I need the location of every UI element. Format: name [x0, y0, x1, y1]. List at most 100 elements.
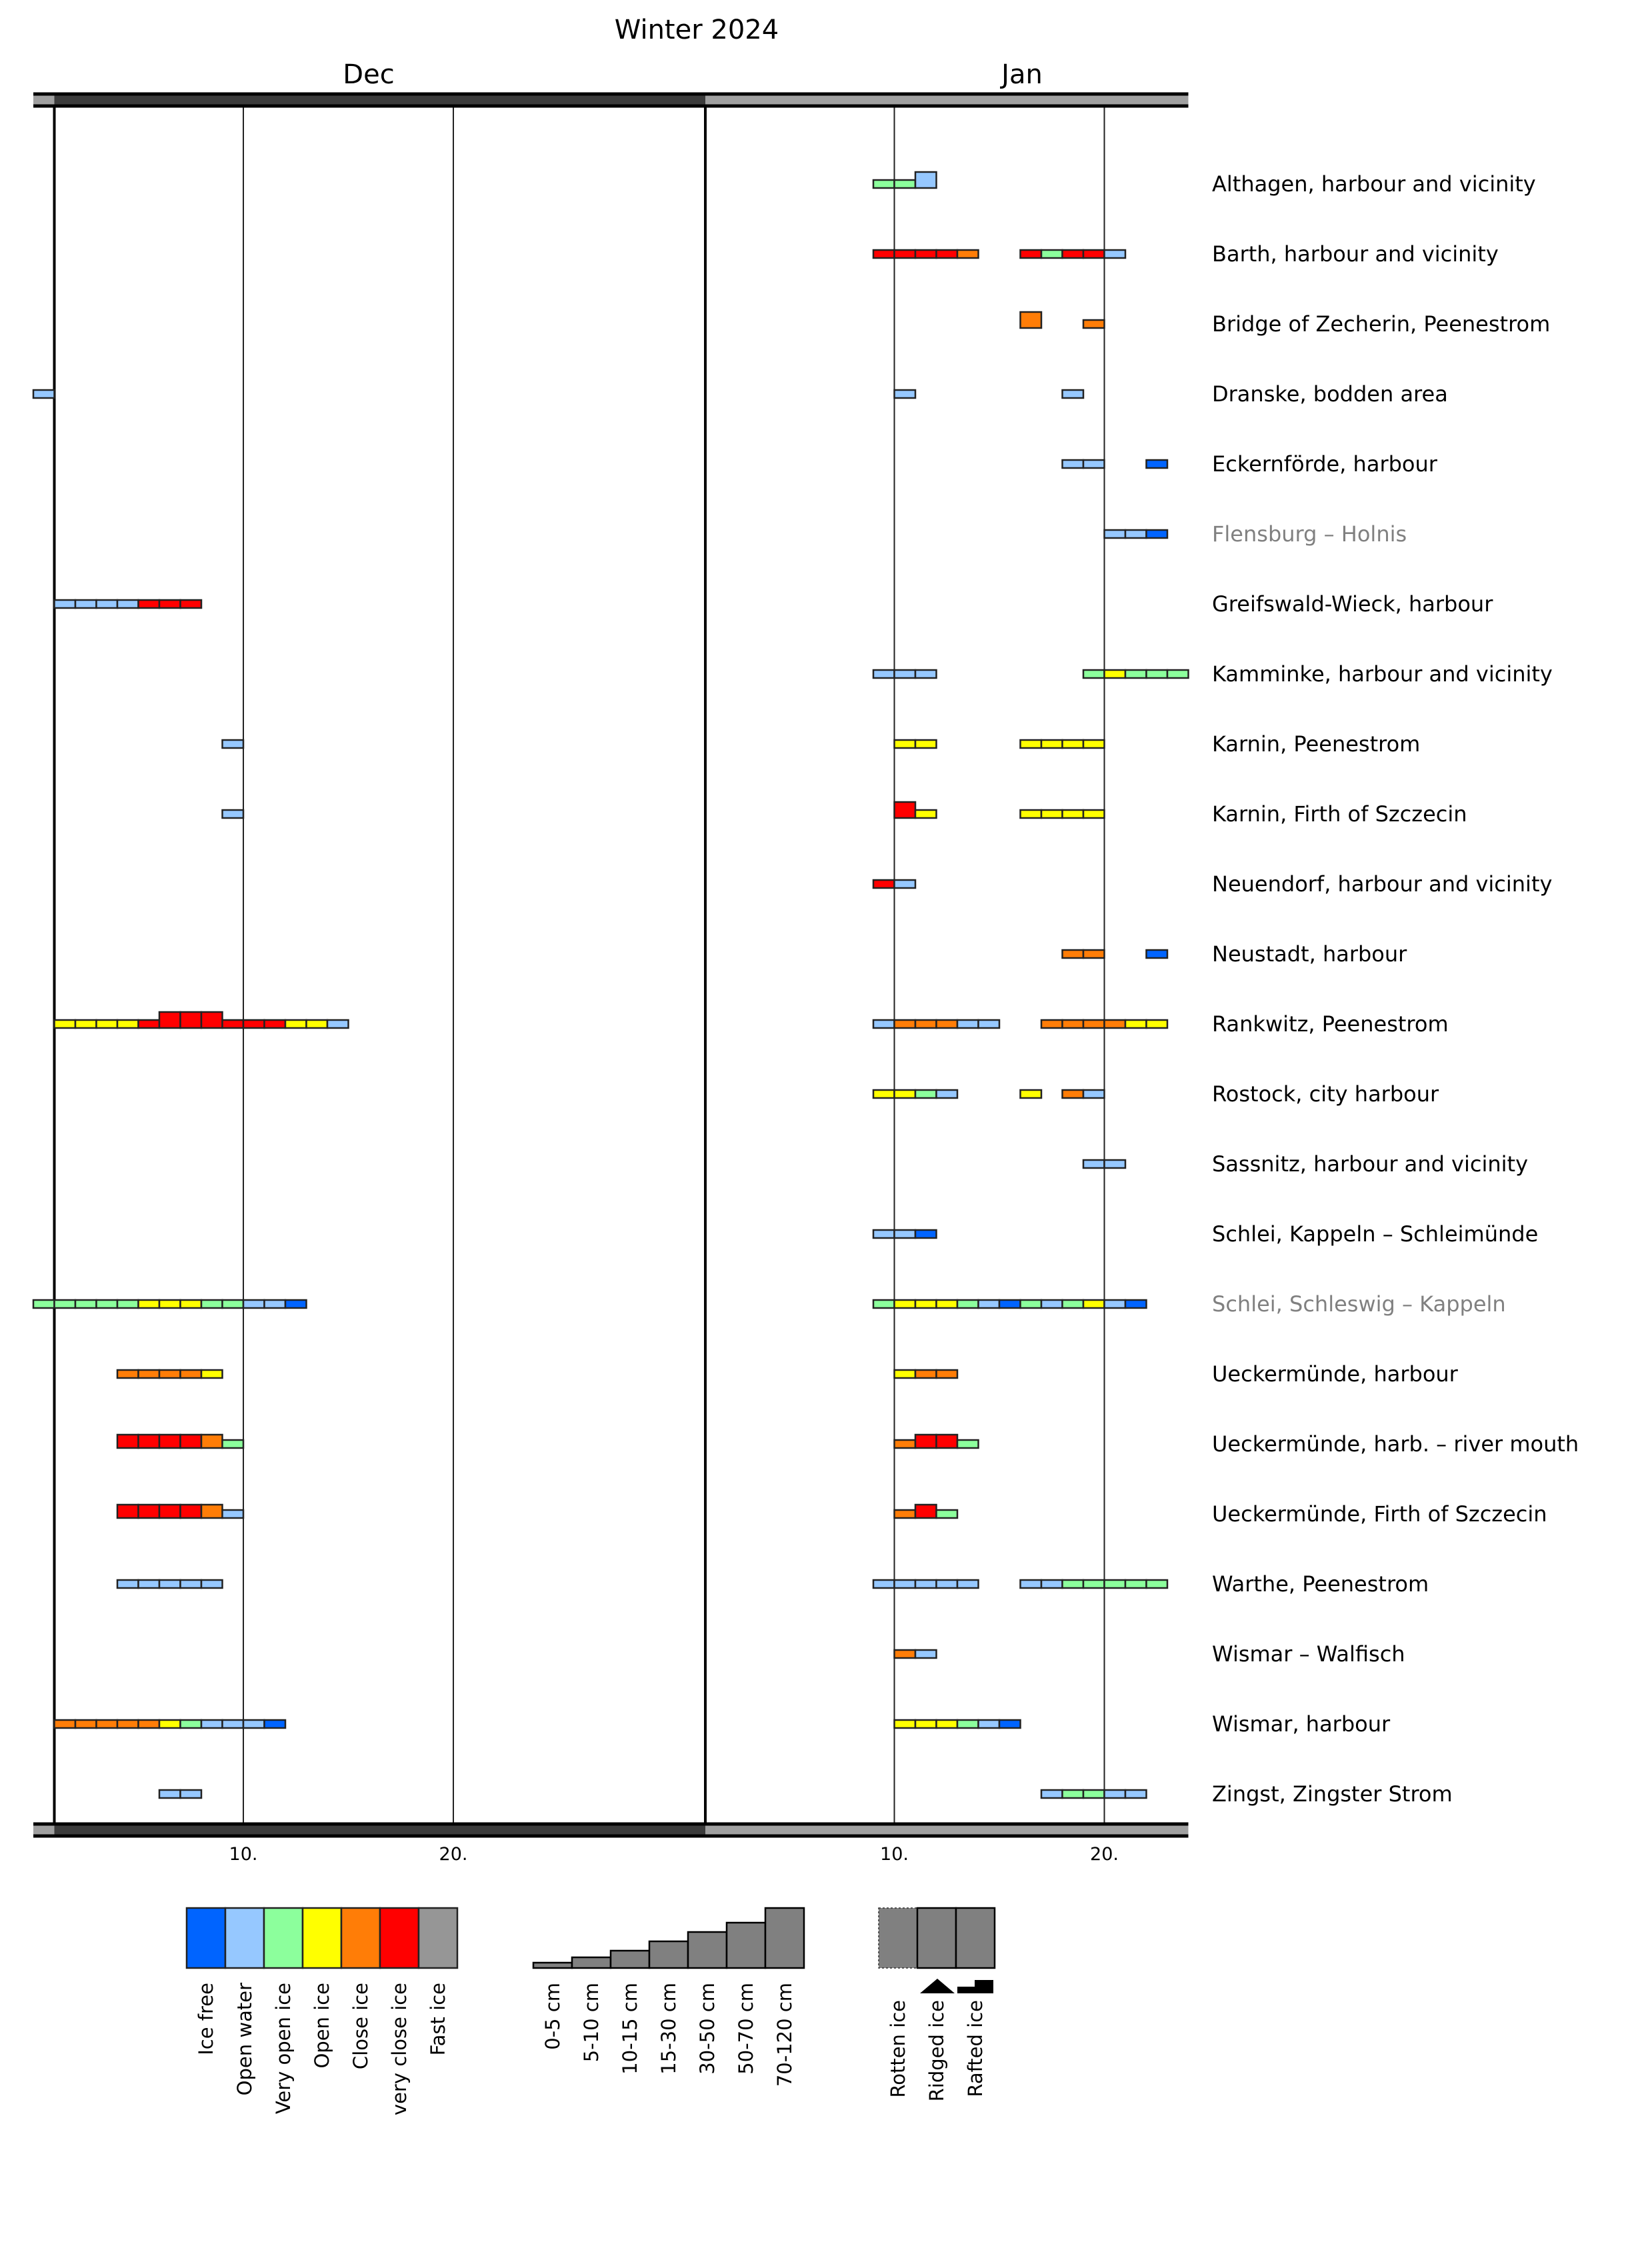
- ice-cell: [137, 1719, 161, 1729]
- ice-cell: [116, 1719, 139, 1729]
- ice-cell: [893, 1299, 917, 1309]
- ice-cell: [158, 599, 181, 609]
- ice-cell: [74, 1719, 97, 1729]
- top-band-dec: [54, 95, 705, 105]
- ice-cell: [242, 1719, 265, 1729]
- ice-cell: [914, 249, 937, 259]
- ice-cell: [179, 1433, 203, 1449]
- station-labels: Althagen, harbour and vicinity Barth, har…: [1212, 171, 1579, 1807]
- ice-cell: [935, 1509, 959, 1519]
- ice-cell: [1082, 1089, 1105, 1099]
- ice-cell: [893, 1229, 917, 1239]
- ice-cell: [893, 801, 917, 819]
- ice-cell: [158, 1719, 181, 1729]
- ice-cell: [95, 1719, 119, 1729]
- station-label: Barth, harbour and vicinity: [1212, 241, 1499, 267]
- ice-cell: [893, 1089, 917, 1099]
- legend-feature-box: [878, 1907, 918, 1969]
- ice-cell: [1019, 1299, 1043, 1309]
- ice-cell: [263, 1719, 287, 1729]
- ice-cell: [116, 1579, 139, 1589]
- ice-cell: [95, 1299, 119, 1309]
- legend-label: Very open ice: [272, 1983, 295, 2114]
- ice-cell: [284, 1019, 307, 1029]
- station-row: [872, 1229, 937, 1239]
- station-label: Bridge of Zecherin, Peenestrom: [1212, 311, 1550, 337]
- ice-cell: [1061, 809, 1085, 819]
- ice-cell: [221, 1509, 245, 1519]
- ice-cell: [1124, 529, 1147, 539]
- ice-cell: [1103, 529, 1127, 539]
- ice-cell: [1040, 1579, 1063, 1589]
- ice-cell: [53, 1719, 77, 1729]
- ice-cell: [1124, 1789, 1147, 1799]
- ice-cell: [1145, 949, 1169, 959]
- ice-cell: [1103, 1019, 1127, 1029]
- ice-cell: [893, 1509, 917, 1519]
- ice-cell: [935, 1433, 959, 1449]
- station-row: [116, 1503, 959, 1519]
- station-label: Kamminke, harbour and vicinity: [1212, 661, 1553, 687]
- ice-cell: [221, 1299, 245, 1309]
- ice-cell: [137, 1019, 161, 1029]
- ice-cell: [1082, 1579, 1105, 1589]
- ice-cell: [914, 1649, 937, 1659]
- ice-cell: [221, 1719, 245, 1729]
- legend-label: 5-10 cm: [580, 1983, 603, 2062]
- ice-cell: [914, 1299, 937, 1309]
- legend-label: 10-15 cm: [619, 1983, 641, 2075]
- ice-cell: [893, 1439, 917, 1449]
- chart-title: Winter 2024: [615, 15, 779, 45]
- ice-cell: [137, 599, 161, 609]
- ice-cell: [956, 1299, 979, 1309]
- ice-cell: [1061, 249, 1085, 259]
- station-row: [872, 879, 917, 889]
- station-label: Dranske, bodden area: [1212, 381, 1448, 407]
- station-label: Zingst, Zingster Strom: [1212, 1781, 1453, 1807]
- legend-swatch-very-close-ice: [379, 1907, 420, 1969]
- ice-cell: [305, 1019, 329, 1029]
- ice-cell: [956, 1019, 979, 1029]
- ice-cell: [221, 1439, 245, 1449]
- ice-cell: [977, 1719, 1001, 1729]
- ice-cell: [872, 249, 895, 259]
- station-label: Schlei, Schleswig – Kappeln: [1212, 1291, 1506, 1317]
- ice-cell: [1019, 809, 1043, 819]
- ice-cell: [935, 1299, 959, 1309]
- ice-cell: [893, 1369, 917, 1379]
- ice-cell: [179, 1719, 203, 1729]
- top-band-nov: [33, 95, 55, 105]
- legend-label: 15-30 cm: [657, 1983, 680, 2075]
- ice-cell: [95, 599, 119, 609]
- grid: [53, 93, 1105, 1823]
- ice-cell: [1103, 249, 1127, 259]
- ice-cell: [1040, 249, 1063, 259]
- station-row: [872, 171, 937, 189]
- ice-cell: [914, 669, 937, 679]
- legend-feature-box: [955, 1907, 996, 1969]
- legend-features: Rotten ice Ridged ice Rafted ice: [878, 1907, 996, 2101]
- ice-cell: [1061, 1019, 1085, 1029]
- legend-swatch-very-open-ice: [263, 1907, 304, 1969]
- ice-cell: [1061, 1089, 1085, 1099]
- ice-cell: [221, 1019, 245, 1029]
- ice-cell: [893, 389, 917, 399]
- ice-cell: [284, 1299, 307, 1309]
- ice-cell: [977, 1019, 1001, 1029]
- ice-cell: [872, 1579, 895, 1589]
- ice-cell: [956, 1439, 979, 1449]
- station-row: [116, 1369, 959, 1379]
- ice-cell: [1145, 1019, 1169, 1029]
- ice-cell: [326, 1019, 349, 1029]
- ice-cell: [914, 1019, 937, 1029]
- month-label-dec: Dec: [343, 59, 394, 90]
- station-row: [1082, 1159, 1127, 1169]
- ice-cell: [53, 599, 77, 609]
- ice-cell: [872, 879, 895, 889]
- ice-cell: [137, 1579, 161, 1589]
- ice-cell: [1040, 1019, 1063, 1029]
- station-label: Wismar – Walfisch: [1212, 1641, 1405, 1667]
- legend-thickness-bar: [687, 1931, 728, 1969]
- ice-cell: [977, 1299, 1001, 1309]
- tick-label: 20.: [1090, 1844, 1119, 1865]
